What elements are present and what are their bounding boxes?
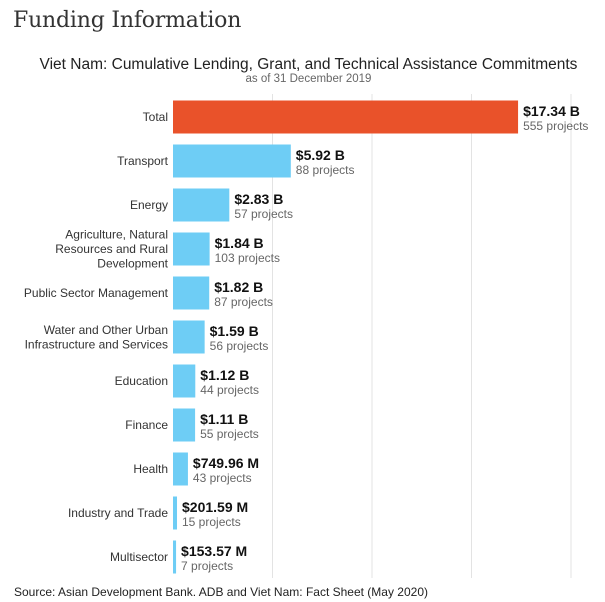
bar — [173, 496, 178, 530]
bar — [173, 232, 210, 266]
category-label: Industry and Trade — [68, 506, 168, 520]
value-label: $749.96 M — [193, 455, 259, 471]
category-label: Finance — [125, 418, 168, 432]
value-label: $153.57 M — [181, 543, 247, 559]
bar — [173, 408, 196, 442]
bar — [173, 100, 519, 134]
category-label: Water and Other Urban Infrastructure and … — [25, 323, 168, 352]
value-label: $1.12 B — [200, 367, 249, 383]
project-count-label: 57 projects — [234, 207, 293, 221]
chart-title: Viet Nam: Cumulative Lending, Grant, and… — [39, 56, 578, 73]
category-label: Energy — [130, 198, 168, 212]
project-count-label: 555 projects — [523, 119, 588, 133]
project-count-label: 44 projects — [200, 383, 259, 397]
category-label: Health — [133, 462, 168, 476]
project-count-label: 103 projects — [215, 251, 280, 265]
value-label: $17.34 B — [523, 103, 580, 119]
value-label: $201.59 M — [182, 499, 248, 515]
bar — [173, 320, 205, 354]
project-count-label: 7 projects — [181, 559, 233, 573]
chart-subtitle: as of 31 December 2019 — [245, 73, 372, 85]
value-label: $1.59 B — [210, 323, 259, 339]
category-label: Total — [143, 110, 168, 124]
project-count-label: 15 projects — [182, 515, 241, 529]
project-count-label: 43 projects — [193, 471, 252, 485]
project-count-label: 87 projects — [214, 295, 273, 309]
page-heading: Funding Information — [13, 8, 242, 33]
value-label: $2.83 B — [234, 191, 283, 207]
bar — [173, 452, 188, 486]
bar — [173, 188, 230, 222]
bar — [173, 276, 210, 310]
category-label: Education — [115, 374, 168, 388]
category-label: Public Sector Management — [24, 286, 169, 300]
project-count-label: 56 projects — [210, 339, 269, 353]
bar — [173, 364, 196, 398]
project-count-label: 88 projects — [296, 163, 355, 177]
bar — [173, 540, 177, 574]
value-label: $5.92 B — [296, 147, 345, 163]
category-label: Agriculture, Natural Resources and Rural D… — [55, 228, 168, 271]
value-label: $1.84 B — [215, 235, 264, 251]
bar — [173, 144, 291, 178]
project-count-label: 55 projects — [200, 427, 259, 441]
category-label: Multisector — [110, 550, 168, 564]
category-label: Transport — [117, 154, 169, 168]
value-label: $1.11 B — [200, 411, 248, 427]
source-note: Source: Asian Development Bank. ADB and … — [14, 585, 428, 599]
value-label: $1.82 B — [214, 279, 263, 295]
